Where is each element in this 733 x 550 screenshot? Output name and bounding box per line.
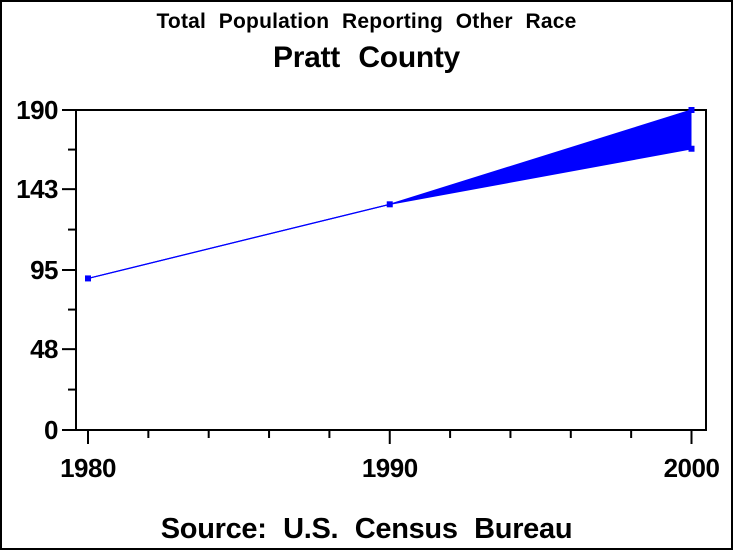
series-line-lower-bound (87, 148, 692, 280)
x-tick-label: 1980 (60, 453, 116, 483)
data-marker (688, 107, 695, 113)
y-tick-label: 0 (44, 415, 58, 445)
chart-title: Total Population Reporting Other Race (156, 10, 577, 33)
x-tick-label: 2000 (664, 453, 720, 483)
series-line-upper-bound (87, 109, 692, 280)
data-marker (386, 201, 393, 208)
data-marker (688, 145, 695, 152)
y-tick-label: 48 (30, 334, 58, 364)
y-tick-label: 190 (16, 95, 58, 125)
projection-band (88, 110, 692, 279)
source-note: Source: U.S. Census Bureau (160, 513, 573, 545)
chart-subtitle: Pratt County (273, 41, 460, 74)
y-tick-label: 143 (16, 174, 58, 204)
y-tick-label: 95 (30, 255, 58, 285)
data-marker (85, 275, 91, 282)
x-tick-label: 1990 (362, 453, 418, 483)
